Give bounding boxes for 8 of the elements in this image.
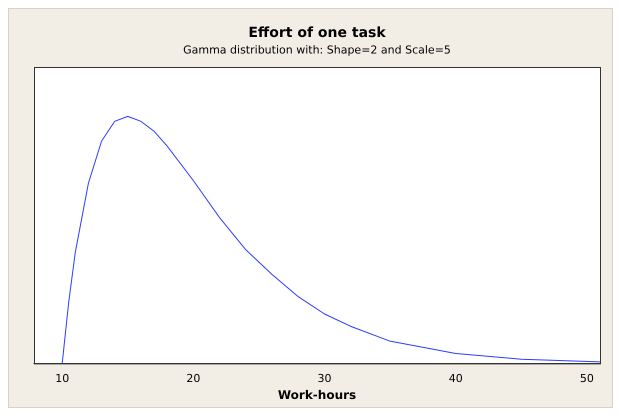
x-tick-label: 50 [580, 372, 594, 385]
x-tick-label: 40 [448, 372, 463, 385]
chart-subtitle: Gamma distribution with: Shape=2 and Scale=5 [183, 43, 451, 56]
chart-title: Effort of one task [248, 25, 386, 42]
x-tick-label: 10 [55, 372, 70, 385]
x-axis-title: Work-hours [278, 388, 356, 402]
x-tick-label: 30 [318, 372, 332, 385]
x-tick-label: 20 [186, 372, 200, 385]
